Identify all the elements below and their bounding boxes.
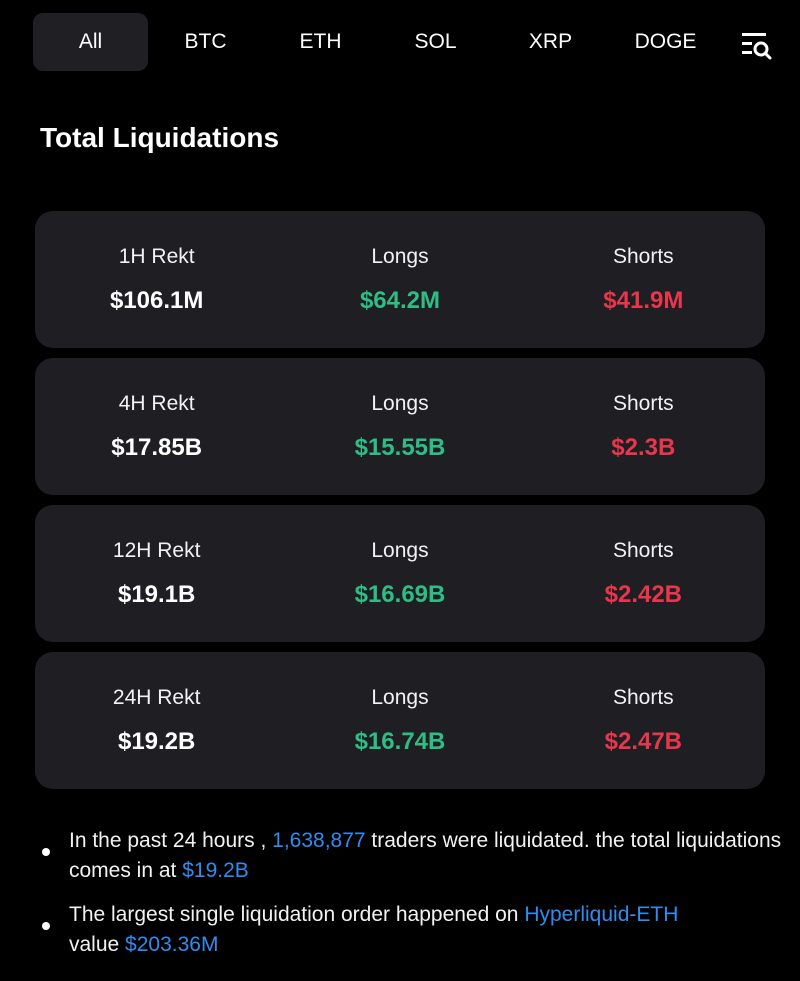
- card-12h: 12H Rekt $19.1B Longs $16.69B Shorts $2.…: [35, 505, 765, 642]
- bullet-dot-icon: [42, 922, 50, 930]
- shorts-value: $41.9M: [603, 286, 684, 314]
- total-value: $19.2B: [117, 727, 196, 755]
- period-label: 4H Rekt: [118, 391, 195, 415]
- longs-column: Longs $16.69B: [278, 505, 521, 642]
- tab-sol[interactable]: SOL: [414, 30, 457, 53]
- longs-label: Longs: [371, 685, 429, 709]
- exchange-link[interactable]: Hyperliquid-ETH: [524, 903, 679, 926]
- shorts-column: Shorts $41.9M: [522, 211, 765, 348]
- shorts-value: $2.3B: [611, 433, 676, 461]
- shorts-value: $2.47B: [604, 727, 683, 755]
- summary-list: In the past 24 hours , 1,638,877 traders…: [42, 826, 782, 974]
- card-1h: 1H Rekt $106.1M Longs $64.2M Shorts $41.…: [35, 211, 765, 348]
- period-label: 24H Rekt: [112, 685, 201, 709]
- shorts-label: Shorts: [612, 685, 674, 709]
- shorts-column: Shorts $2.3B: [522, 358, 765, 495]
- longs-label: Longs: [371, 391, 429, 415]
- shorts-column: Shorts $2.42B: [522, 505, 765, 642]
- total-column: 4H Rekt $17.85B: [35, 358, 278, 495]
- period-label: 1H Rekt: [118, 244, 195, 268]
- longs-column: Longs $64.2M: [278, 211, 521, 348]
- tab-xrp[interactable]: XRP: [528, 30, 573, 53]
- total-column: 1H Rekt $106.1M: [35, 211, 278, 348]
- longs-value: $15.55B: [354, 433, 446, 461]
- total-value: $19.1B: [117, 580, 196, 608]
- tab-doge[interactable]: DOGE: [634, 30, 697, 53]
- traders-count: 1,638,877: [272, 829, 366, 852]
- tab-all[interactable]: All: [33, 13, 148, 71]
- summary-middle: value: [69, 933, 126, 956]
- shorts-value: $2.42B: [604, 580, 683, 608]
- largest-order-value: $203.36M: [125, 933, 219, 956]
- shorts-label: Shorts: [612, 538, 674, 562]
- longs-value: $16.69B: [354, 580, 446, 608]
- total-value: $17.85B: [111, 433, 203, 461]
- card-24h: 24H Rekt $19.2B Longs $16.74B Shorts $2.…: [35, 652, 765, 789]
- total-value: $106.1M: [109, 286, 204, 314]
- period-label: 12H Rekt: [112, 538, 201, 562]
- coin-tabs: All BTC ETH SOL XRP DOGE: [33, 12, 776, 72]
- shorts-label: Shorts: [612, 391, 674, 415]
- list-item: The largest single liquidation order hap…: [42, 900, 782, 960]
- summary-text-1: In the past 24 hours , 1,638,877 traders…: [69, 826, 782, 886]
- tab-btc[interactable]: BTC: [184, 30, 227, 53]
- summary-middle: traders were liquidated. the total liqui…: [69, 829, 782, 882]
- longs-label: Longs: [371, 244, 429, 268]
- total-column: 12H Rekt $19.1B: [35, 505, 278, 642]
- card-4h: 4H Rekt $17.85B Longs $15.55B Shorts $2.…: [35, 358, 765, 495]
- total-column: 24H Rekt $19.2B: [35, 652, 278, 789]
- list-item: In the past 24 hours , 1,638,877 traders…: [42, 826, 782, 886]
- filter-search-icon[interactable]: [737, 24, 776, 64]
- tab-eth[interactable]: ETH: [299, 30, 342, 53]
- longs-label: Longs: [371, 538, 429, 562]
- shorts-label: Shorts: [612, 244, 674, 268]
- longs-column: Longs $16.74B: [278, 652, 521, 789]
- summary-prefix: The largest single liquidation order hap…: [69, 903, 525, 926]
- total-liquidations-value: $19.2B: [182, 859, 249, 882]
- summary-text-2: The largest single liquidation order hap…: [69, 900, 678, 960]
- shorts-column: Shorts $2.47B: [522, 652, 765, 789]
- bullet-dot-icon: [42, 848, 50, 856]
- longs-column: Longs $15.55B: [278, 358, 521, 495]
- longs-value: $64.2M: [359, 286, 441, 314]
- summary-prefix: In the past 24 hours ,: [69, 829, 273, 852]
- page-title: Total Liquidations: [40, 122, 280, 153]
- liquidation-cards: 1H Rekt $106.1M Longs $64.2M Shorts $41.…: [35, 211, 765, 799]
- longs-value: $16.74B: [354, 727, 446, 755]
